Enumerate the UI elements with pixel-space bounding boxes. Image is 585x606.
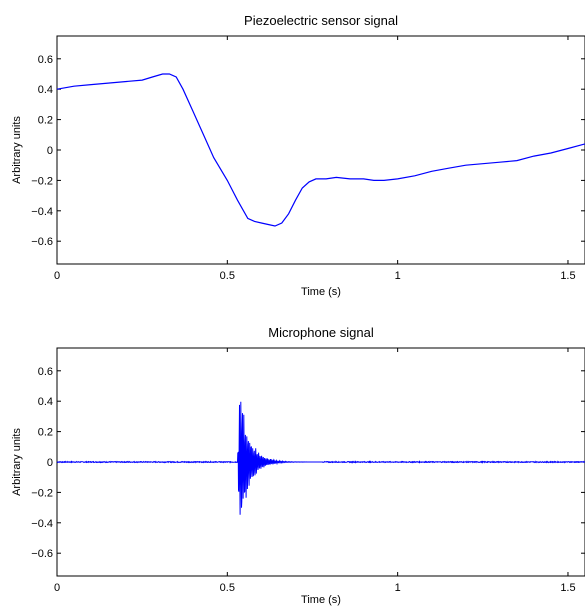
plot-area-frame	[56, 35, 585, 265]
y-tick-label: 0.6	[38, 54, 53, 66]
y-tick-label: 0.2	[38, 115, 53, 127]
piezo-chart: Piezoelectric sensor signal 0 0.5 1 1.50.60…	[11, 13, 585, 298]
y-tick-label: 0.2	[38, 427, 53, 439]
x-tick-label: 1	[395, 582, 401, 594]
y-axis-label: Arbitrary units	[11, 428, 23, 496]
microphone-chart: Microphone signal 0 0.5 1 1.5 0.6 0.4 0.2 0 −0.2…	[11, 325, 585, 606]
y-tick-label: 0.4	[38, 84, 53, 96]
y-tick-label: −0.4	[31, 206, 53, 218]
chart-title: Piezoelectric sensor signal	[244, 13, 398, 28]
y-axis-label: Arbitrary units	[11, 116, 23, 184]
y-tick-label: 0	[47, 145, 53, 157]
y-tick-label: −0.4	[31, 518, 53, 530]
x-tick-label: 0	[54, 270, 60, 282]
x-axis-label: Time (s)	[301, 594, 341, 606]
x-axis-label: Time (s)	[301, 286, 341, 298]
x-tick-label: 1.5	[560, 582, 575, 594]
piezo-signal-line	[56, 73, 585, 227]
x-tick-label: 0.5	[220, 270, 235, 282]
y-tick-label: 0.4	[38, 396, 53, 408]
tick-group: 0 0.5 1 1.5 0.6 0.4 0.2 0 −0.2 −0.4 −0.6	[31, 348, 585, 594]
x-tick-label: 1	[395, 270, 401, 282]
microphone-signal-line	[56, 401, 585, 515]
x-tick-label: 0	[54, 582, 60, 594]
y-tick-label: −0.2	[31, 487, 53, 499]
tick-group: 0 0.5 1 1.5 0.6 0.4 0.2 0 −0.2 −0.4 −0.6	[31, 36, 585, 282]
y-tick-label: −0.6	[31, 236, 53, 248]
y-tick-label: −0.2	[31, 175, 53, 187]
x-tick-label: 1.5	[560, 270, 575, 282]
y-tick-label: −0.6	[31, 548, 53, 560]
chart-title: Microphone signal	[268, 325, 374, 340]
y-tick-label: 0	[47, 457, 53, 469]
y-tick-label: 0.6	[38, 366, 53, 378]
x-tick-label: 0.5	[220, 582, 235, 594]
